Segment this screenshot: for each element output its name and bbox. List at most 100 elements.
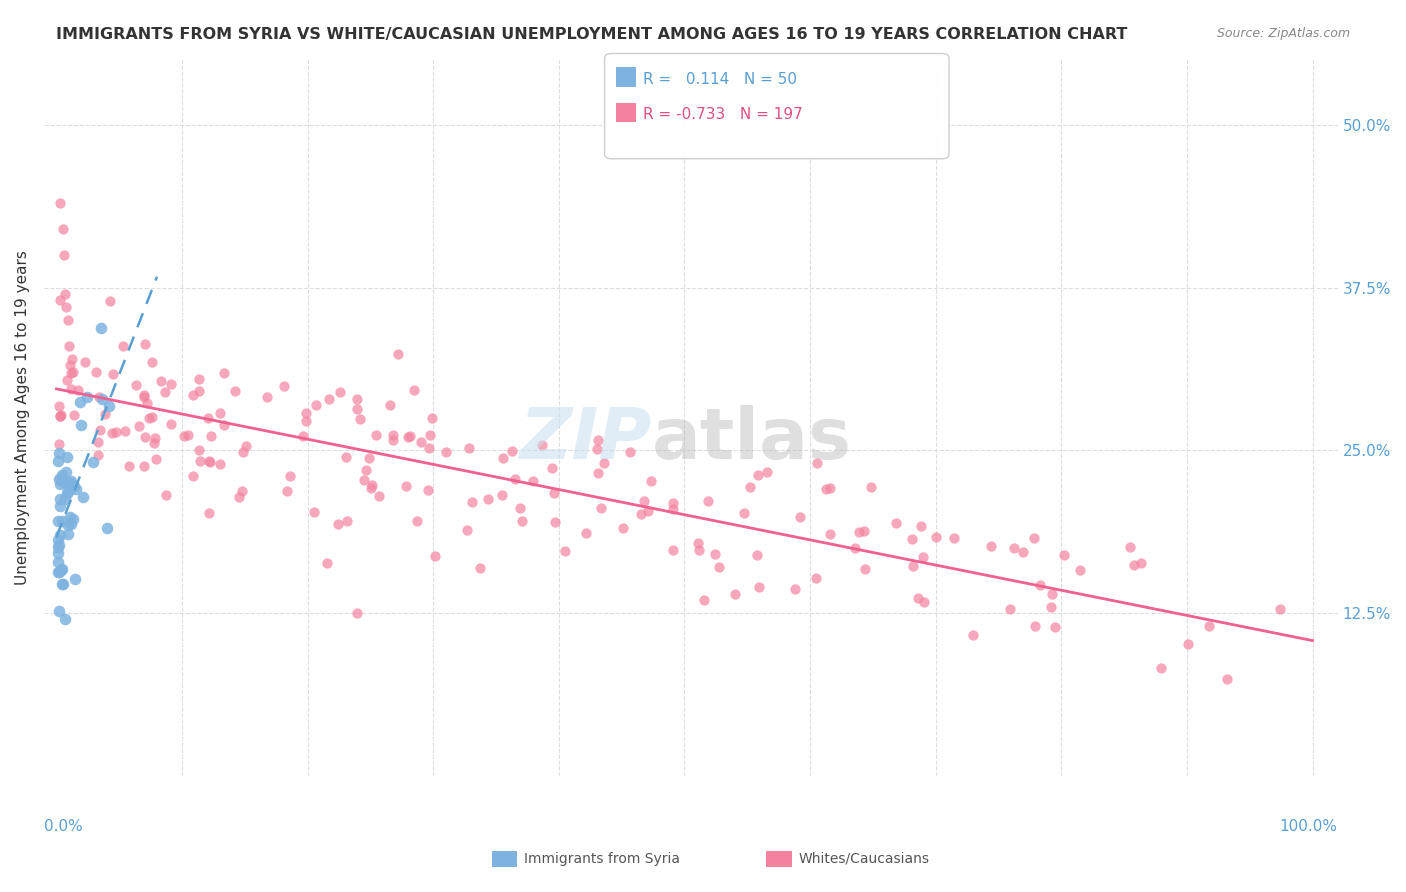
Text: IMMIGRANTS FROM SYRIA VS WHITE/CAUCASIAN UNEMPLOYMENT AMONG AGES 16 TO 19 YEARS : IMMIGRANTS FROM SYRIA VS WHITE/CAUCASIAN… <box>56 27 1128 42</box>
Point <box>692 593 714 607</box>
Point <box>501 444 523 458</box>
Point <box>60 382 83 396</box>
Point <box>48 399 70 413</box>
Point <box>962 627 984 641</box>
Point <box>155 488 177 502</box>
Point <box>51 468 73 483</box>
Point <box>138 411 160 425</box>
Point <box>93 407 115 421</box>
Point <box>637 503 659 517</box>
Point <box>58 339 80 353</box>
Point <box>52 475 75 490</box>
Point <box>419 428 441 442</box>
Point <box>820 527 842 541</box>
Point <box>554 544 576 558</box>
Point <box>70 418 93 433</box>
Point <box>460 495 482 509</box>
Point <box>1150 661 1173 675</box>
Point <box>59 358 82 372</box>
Point <box>357 450 380 465</box>
Point <box>853 562 876 576</box>
Point <box>114 424 136 438</box>
Point <box>335 450 357 464</box>
Point <box>46 454 69 468</box>
Point <box>55 465 77 479</box>
Point <box>686 536 709 550</box>
Point <box>783 582 806 596</box>
Point <box>492 450 515 465</box>
Point <box>1130 556 1153 570</box>
Point <box>398 429 420 443</box>
Y-axis label: Unemployment Among Ages 16 to 19 years: Unemployment Among Ages 16 to 19 years <box>15 251 30 585</box>
Point <box>49 293 72 307</box>
Point <box>367 489 389 503</box>
Point <box>1029 578 1052 592</box>
Text: Whites/Caucasians: Whites/Caucasians <box>799 852 929 866</box>
Point <box>49 564 72 578</box>
Point <box>200 428 222 442</box>
Point <box>52 576 75 591</box>
Point <box>231 483 253 498</box>
Point <box>820 481 842 495</box>
Point <box>360 481 382 495</box>
Point <box>65 482 87 496</box>
Point <box>48 409 70 423</box>
Point <box>586 466 609 480</box>
Point <box>60 352 83 367</box>
Point <box>509 500 531 515</box>
Point <box>118 458 141 473</box>
Point <box>703 547 725 561</box>
Point <box>90 392 112 406</box>
Point <box>361 477 384 491</box>
Point <box>53 492 76 507</box>
Point <box>1053 548 1076 562</box>
Point <box>884 516 907 531</box>
Point <box>1198 619 1220 633</box>
Text: atlas: atlas <box>652 405 852 474</box>
Point <box>273 378 295 392</box>
Point <box>141 355 163 369</box>
Point <box>406 514 429 528</box>
Point <box>755 465 778 479</box>
Point <box>49 528 72 542</box>
Point <box>619 445 641 459</box>
Text: ZIP: ZIP <box>520 405 652 474</box>
Point <box>66 383 89 397</box>
Point <box>132 388 155 402</box>
Point <box>409 435 432 450</box>
Point <box>48 472 70 486</box>
Point <box>522 474 544 488</box>
Point <box>46 514 69 528</box>
Point <box>46 546 69 560</box>
Point <box>214 366 236 380</box>
Point <box>544 515 567 529</box>
Point <box>56 313 79 327</box>
Point <box>1177 637 1199 651</box>
Point <box>745 548 768 562</box>
Point <box>295 415 318 429</box>
Point <box>63 572 86 586</box>
Point <box>1024 618 1046 632</box>
Text: Immigrants from Syria: Immigrants from Syria <box>524 852 681 866</box>
Point <box>62 512 84 526</box>
Point <box>136 396 159 410</box>
Point <box>63 478 86 492</box>
Point <box>98 399 121 413</box>
Point <box>530 438 553 452</box>
Point <box>51 562 73 576</box>
Point <box>212 418 235 433</box>
Point <box>404 384 426 398</box>
Point <box>73 355 96 369</box>
Point <box>56 484 79 499</box>
Point <box>540 461 562 475</box>
Point <box>208 406 231 420</box>
Point <box>208 457 231 471</box>
Point <box>789 510 811 524</box>
Point <box>697 493 720 508</box>
Point <box>69 395 91 409</box>
Point <box>278 468 301 483</box>
Point <box>396 429 419 443</box>
Point <box>1119 540 1142 554</box>
Point <box>96 521 118 535</box>
Point <box>491 487 513 501</box>
